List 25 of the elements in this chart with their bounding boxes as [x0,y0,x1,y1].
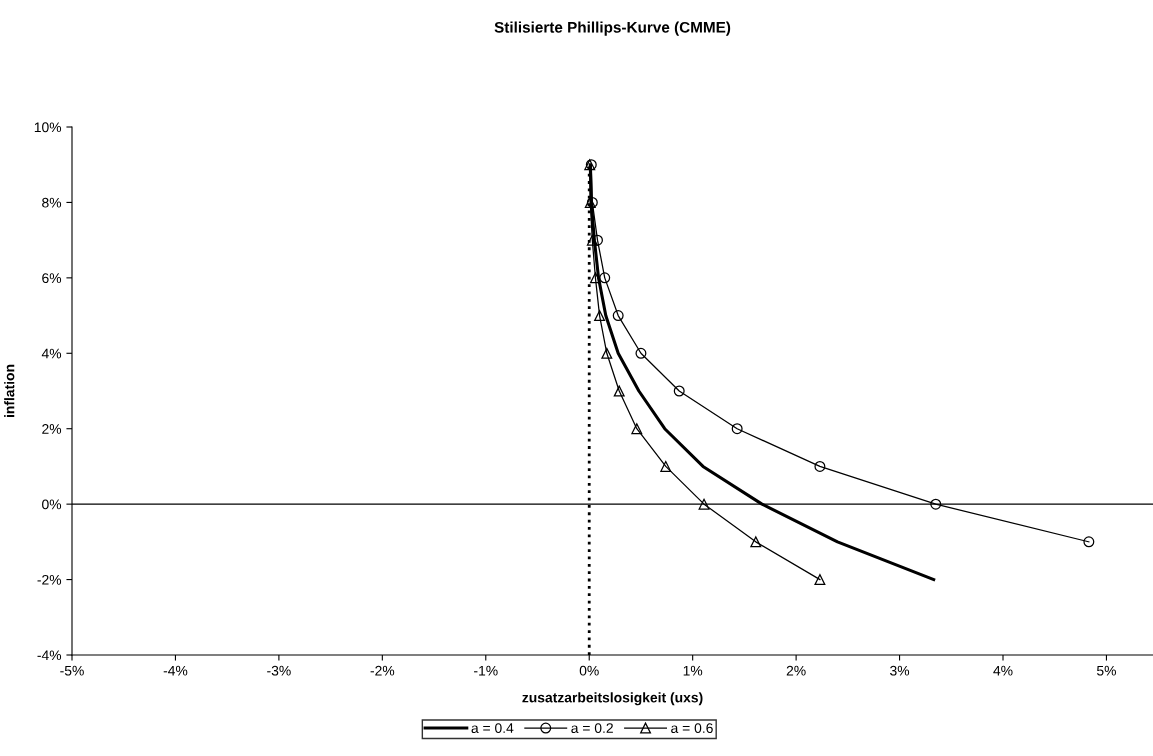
y-tick-label: 10% [34,122,62,133]
y-tick-label: -4% [37,650,62,661]
x-tick-label: 1% [683,665,703,676]
chart-title: Stilisierte Phillips-Kurve (CMME) [494,21,731,36]
y-tick-label: 0% [42,499,62,510]
x-tick-label: 3% [890,665,910,676]
x-axis-title: zusatzarbeitslosigkeit (uxs) [522,692,703,706]
y-tick-label: -2% [37,574,62,585]
x-tick-label: 0% [579,665,599,676]
y-tick-label: 8% [42,197,62,208]
y-axis-title: inflation [4,364,15,418]
x-tick-label: 4% [993,665,1013,676]
x-tick-label: -4% [163,665,188,676]
legend-label: a = 0.2 [571,723,613,733]
y-tick-label: 2% [42,424,62,434]
legend-label: a = 0.6 [671,723,713,733]
legend-label: a = 0.4 [471,723,514,733]
x-tick-label: -5% [60,665,84,676]
x-tick-label: 5% [1096,665,1116,676]
x-tick-label: -1% [474,665,498,676]
y-tick-label: 6% [42,273,62,284]
x-tick-label: -3% [267,665,291,676]
x-tick-label: -2% [370,665,395,676]
y-tick-label: 4% [41,348,62,359]
x-tick-label: 2% [786,665,806,676]
